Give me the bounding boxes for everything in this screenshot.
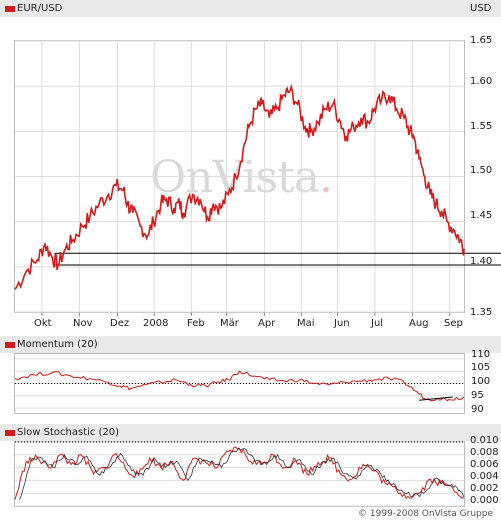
stochastic-legend-swatch [5, 430, 15, 436]
y-tick-1.35: 1.35 [470, 307, 493, 318]
x-tick-nov: Nov [73, 318, 93, 329]
momentum-panel-header [0, 336, 501, 353]
momentum-title: Momentum (20) [17, 339, 98, 350]
stochastic-plot-frame [14, 441, 465, 507]
stochastic-line-slow [19, 447, 465, 500]
x-tick-okt: Okt [34, 318, 52, 329]
y-tick-1.50: 1.50 [470, 165, 493, 176]
main-chart-unit: USD [470, 3, 492, 14]
x-tick-dez: Dez [110, 318, 130, 329]
momentum-trendline [419, 396, 453, 401]
momentum-tick-110: 110 [471, 349, 491, 360]
stoch-tick-0.002: 0.002 [470, 483, 499, 494]
momentum-line [14, 370, 465, 402]
main-chart-title: EUR/USD [17, 3, 63, 14]
stochastic-title: Slow Stochastic (20) [17, 427, 120, 438]
x-tick-mar: Mär [220, 318, 239, 329]
x-tick-jul: Jul [371, 318, 384, 329]
eurusd-price-line [14, 83, 465, 290]
onvista-watermark: OnVista. [150, 152, 333, 203]
stoch-tick-0.010: 0.010 [470, 435, 499, 446]
y-tick-1.40: 1.40 [470, 256, 493, 267]
y-tick-1.65: 1.65 [470, 35, 493, 46]
momentum-tick-90: 90 [471, 404, 484, 415]
copyright-notice: © 1999-2008 OnVista Gruppe [358, 509, 493, 519]
x-tick-aug: Aug [409, 318, 429, 329]
x-tick-apr: Apr [258, 318, 276, 329]
momentum-tick-95: 95 [471, 390, 484, 401]
x-tick-jun: Jun [334, 318, 350, 329]
stoch-tick-0.008: 0.008 [470, 447, 499, 458]
watermark-text: OnVista [150, 152, 320, 203]
y-tick-1.55: 1.55 [470, 121, 493, 132]
y-tick-1.45: 1.45 [470, 210, 493, 221]
x-tick-mai: Mai [297, 318, 315, 329]
x-tick-2008: 2008 [143, 318, 169, 329]
momentum-tick-105: 105 [471, 362, 491, 373]
eurusd-legend-swatch [5, 6, 15, 12]
stochastic-panel-header [0, 424, 501, 441]
stoch-tick-0.004: 0.004 [470, 471, 499, 482]
momentum-tick-100: 100 [471, 376, 491, 387]
momentum-legend-swatch [5, 342, 15, 348]
x-tick-sep: Sep [444, 318, 463, 329]
stoch-tick-0.006: 0.006 [470, 459, 499, 470]
y-tick-1.60: 1.60 [470, 76, 493, 87]
main-panel-header [0, 0, 501, 17]
x-tick-feb: Feb [187, 318, 205, 329]
watermark-dot: . [318, 152, 333, 203]
stoch-tick-0.000: 0.000 [470, 495, 499, 506]
